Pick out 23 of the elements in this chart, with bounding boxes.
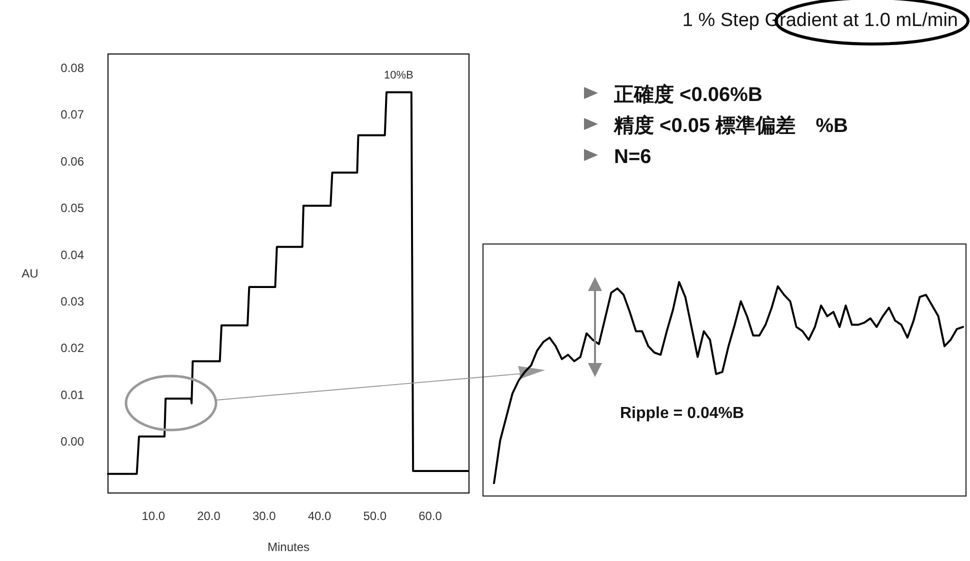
- text: 精度 <0.05 標準偏差 %B: [613, 114, 848, 137]
- y-axis-title: AU: [22, 266, 38, 280]
- annotation: Ripple = 0.04%B: [620, 405, 744, 422]
- y-tick-label: 0.06: [60, 154, 84, 168]
- y-tick-label: 0.02: [60, 341, 84, 356]
- y-tick-label: 0.05: [60, 201, 84, 216]
- y-tick-label: 0.07: [60, 108, 84, 122]
- x-tick-label: 20.0: [197, 509, 221, 523]
- text: N=6: [614, 146, 652, 168]
- text: 正確度 <0.06%B: [613, 83, 762, 106]
- x-tick-label: 60.0: [418, 509, 442, 523]
- x-tick-label: 50.0: [363, 509, 387, 523]
- x-tick-label: 40.0: [308, 509, 332, 523]
- annotation: 10%B: [384, 69, 414, 82]
- y-tick-label: 0.03: [60, 294, 84, 309]
- y-tick-label: 0.08: [60, 61, 84, 76]
- y-tick-label: 0.04: [60, 248, 84, 262]
- x-axis-title: Minutes: [267, 540, 310, 554]
- y-tick-label: 0.01: [60, 388, 84, 402]
- line-series: [107, 91, 469, 475]
- y-tick-label: 0.00: [60, 434, 84, 449]
- x-tick-label: 10.0: [142, 509, 166, 523]
- x-tick-label: 30.0: [252, 509, 276, 523]
